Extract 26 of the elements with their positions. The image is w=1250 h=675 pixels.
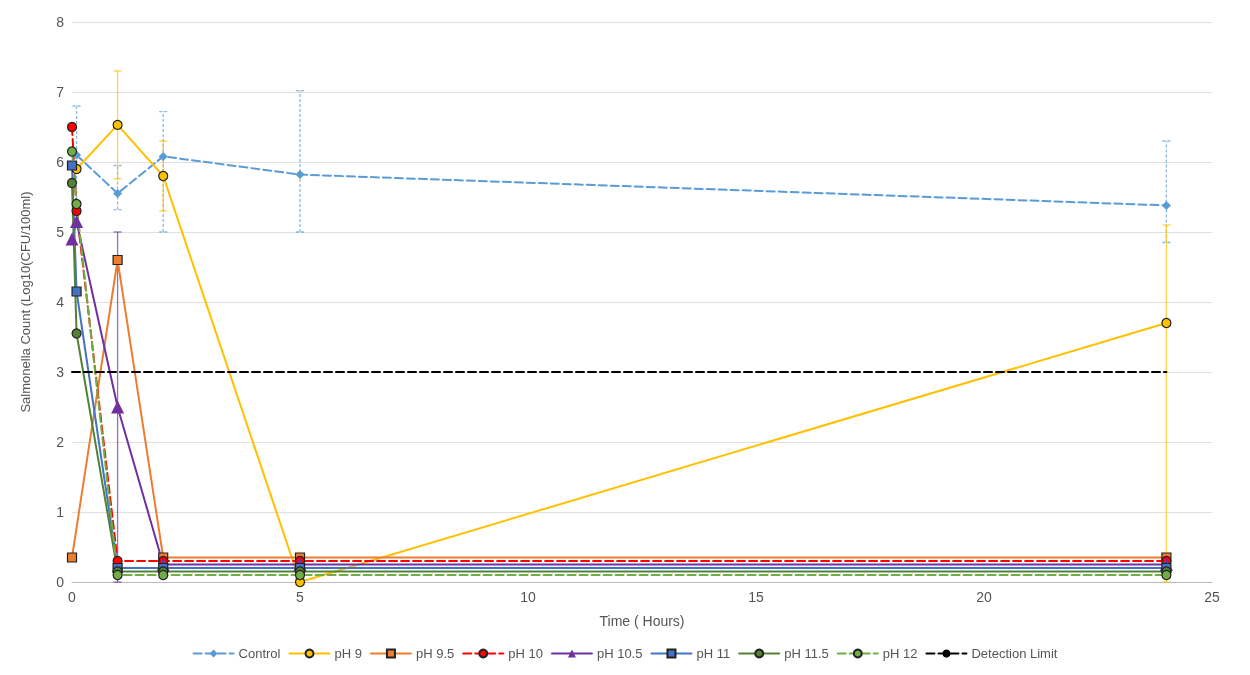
legend-label: Control xyxy=(238,646,281,661)
legend-label: pH 9 xyxy=(334,646,362,661)
legend-label: pH 10.5 xyxy=(596,646,643,661)
y-tick-label: 7 xyxy=(56,84,65,100)
y-tick-label: 5 xyxy=(56,224,65,240)
legend-label: pH 11 xyxy=(696,646,731,661)
x-tick-label: 10 xyxy=(520,589,536,605)
y-tick-label: 2 xyxy=(56,434,65,450)
y-tick-label: 3 xyxy=(56,364,65,380)
y-tick-label: 1 xyxy=(56,504,65,520)
legend-label: Detection Limit xyxy=(971,646,1058,661)
y-tick-label: 0 xyxy=(56,574,65,590)
x-tick-label: 15 xyxy=(748,589,764,605)
x-tick-label: 25 xyxy=(1204,589,1220,605)
x-tick-label: 5 xyxy=(296,589,305,605)
legend-label: pH 10 xyxy=(508,646,543,661)
y-tick-label: 4 xyxy=(56,294,65,310)
legend-label: pH 9.5 xyxy=(415,646,455,661)
y-tick-label: 8 xyxy=(56,14,65,30)
x-tick-label: 20 xyxy=(976,589,992,605)
x-axis-title: Time ( Hours) xyxy=(599,613,685,629)
x-tick-label: 0 xyxy=(68,589,77,605)
y-tick-label: 6 xyxy=(56,154,65,170)
legend-label: pH 11.5 xyxy=(784,646,829,661)
legend-label: pH 12 xyxy=(882,646,918,661)
y-axis-title: Salmonella Count (Log10(CFU/100ml) xyxy=(18,191,33,413)
